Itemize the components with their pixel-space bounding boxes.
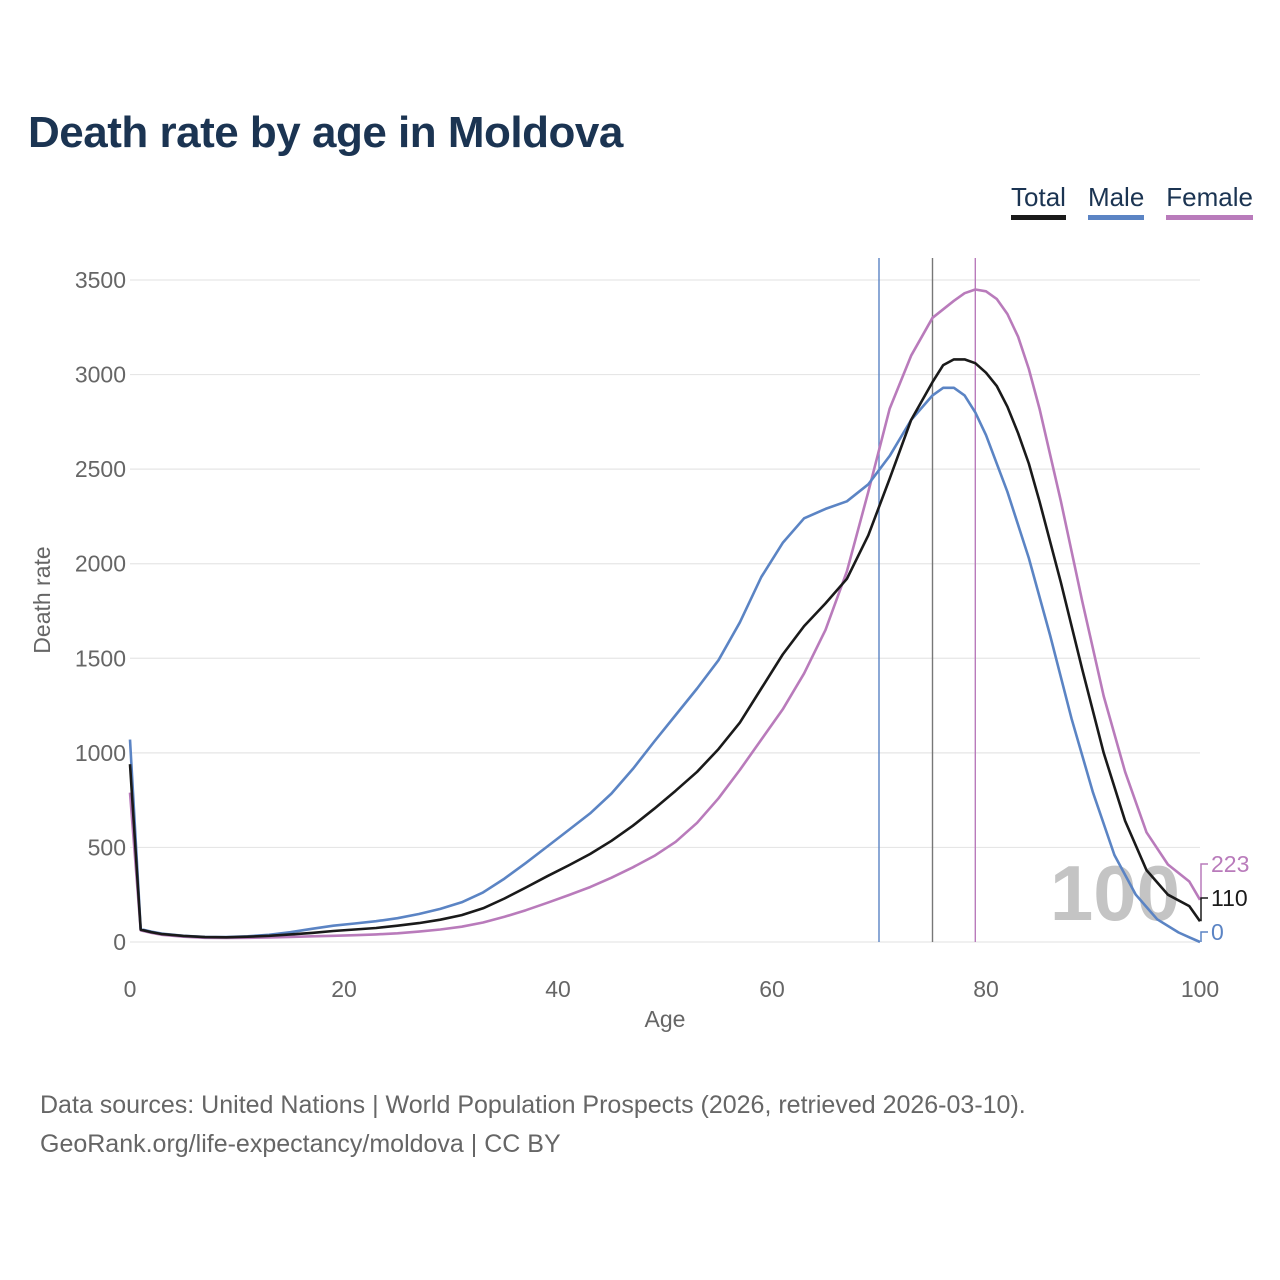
- legend-item-total[interactable]: Total: [1011, 182, 1066, 220]
- x-axis-ticks: 0 20 40 60 80 100: [124, 976, 1220, 1002]
- x-tick-label: 0: [124, 976, 137, 1002]
- footer: Data sources: United Nations | World Pop…: [40, 1086, 1026, 1164]
- age-watermark: 100: [1050, 849, 1180, 937]
- end-label-female: 223: [1211, 851, 1249, 877]
- x-axis-label: Age: [645, 1006, 686, 1032]
- y-tick-label: 3500: [75, 267, 126, 293]
- legend: Total Male Female: [1011, 182, 1253, 220]
- y-tick-label: 2000: [75, 551, 126, 577]
- y-tick-label: 2500: [75, 456, 126, 482]
- x-tick-label: 20: [331, 976, 357, 1002]
- x-tick-label: 100: [1181, 976, 1219, 1002]
- y-tick-label: 3000: [75, 362, 126, 388]
- series-line-male[interactable]: [128, 386, 1201, 944]
- y-tick-label: 0: [113, 929, 126, 955]
- series-lines: [128, 288, 1202, 944]
- legend-item-male[interactable]: Male: [1087, 182, 1145, 220]
- y-tick-label: 1000: [75, 740, 126, 766]
- end-label-connector: [1200, 897, 1208, 922]
- y-axis-ticks: 0 500 1000 1500 2000 2500 3000 3500: [75, 267, 126, 955]
- end-label-connector: [1200, 931, 1208, 942]
- end-label-total: 110: [1211, 885, 1248, 911]
- x-tick-label: 60: [759, 976, 785, 1002]
- series-line-total[interactable]: [128, 358, 1202, 939]
- x-tick-label: 80: [973, 976, 999, 1002]
- life-expectancy-lines: [878, 258, 976, 942]
- end-label-male: 0: [1211, 919, 1224, 945]
- chart-title: Death rate by age in Moldova: [28, 108, 623, 157]
- end-labels: 223 110 0: [1200, 851, 1249, 945]
- y-tick-label: 500: [88, 834, 126, 860]
- end-label-connector: [1200, 863, 1208, 900]
- data-source-text: Data sources: United Nations | World Pop…: [40, 1091, 1026, 1119]
- attribution-text: GeoRank.org/life-expectancy/moldova | CC…: [40, 1130, 561, 1158]
- series-line-female[interactable]: [128, 288, 1202, 940]
- y-tick-label: 1500: [75, 645, 126, 671]
- legend-item-female[interactable]: Female: [1166, 182, 1253, 220]
- y-axis-label: Death rate: [29, 546, 55, 653]
- gridlines: [130, 279, 1200, 943]
- x-tick-label: 40: [545, 976, 571, 1002]
